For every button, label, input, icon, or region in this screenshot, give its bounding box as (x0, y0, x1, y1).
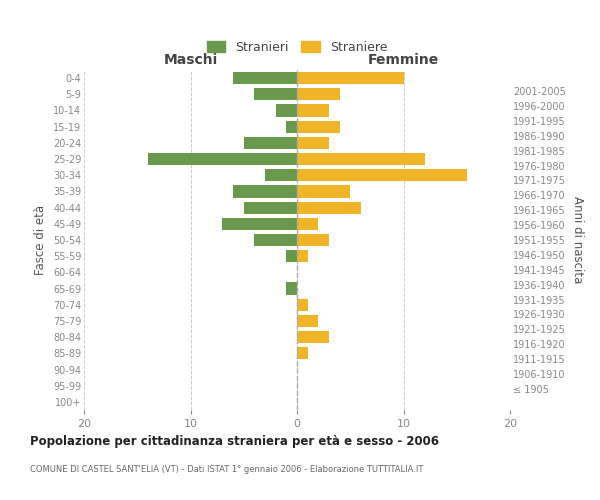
Bar (297, 298, 308, 311)
Bar (297, 104, 329, 117)
Text: Popolazione per cittadinanza straniera per età e sesso - 2006: Popolazione per cittadinanza straniera p… (30, 435, 439, 448)
Y-axis label: Fasce di età: Fasce di età (34, 205, 47, 275)
Bar (244, 202, 297, 213)
Bar (297, 120, 340, 132)
Bar (223, 218, 297, 230)
Bar (233, 186, 297, 198)
Bar (297, 331, 329, 343)
Bar (297, 88, 340, 101)
Bar (276, 104, 297, 117)
Bar (297, 153, 425, 165)
Bar (148, 153, 297, 165)
Bar (297, 202, 361, 213)
Bar (297, 315, 319, 327)
Bar (286, 120, 297, 132)
Bar (254, 234, 297, 246)
Bar (297, 234, 329, 246)
Text: COMUNE DI CASTEL SANT'ELIA (VT) - Dati ISTAT 1° gennaio 2006 - Elaborazione TUTT: COMUNE DI CASTEL SANT'ELIA (VT) - Dati I… (30, 465, 424, 474)
Bar (297, 169, 467, 181)
Text: Maschi: Maschi (163, 52, 218, 66)
Y-axis label: Anni di nascita: Anni di nascita (571, 196, 584, 284)
Text: Femmine: Femmine (368, 52, 439, 66)
Bar (297, 72, 404, 84)
Bar (254, 88, 297, 101)
Bar (297, 250, 308, 262)
Bar (244, 137, 297, 149)
Bar (297, 348, 308, 360)
Bar (286, 250, 297, 262)
Bar (286, 282, 297, 294)
Bar (297, 186, 350, 198)
Bar (265, 169, 297, 181)
Bar (297, 137, 329, 149)
Legend: Stranieri, Straniere: Stranieri, Straniere (202, 36, 392, 59)
Bar (233, 72, 297, 84)
Bar (297, 218, 319, 230)
